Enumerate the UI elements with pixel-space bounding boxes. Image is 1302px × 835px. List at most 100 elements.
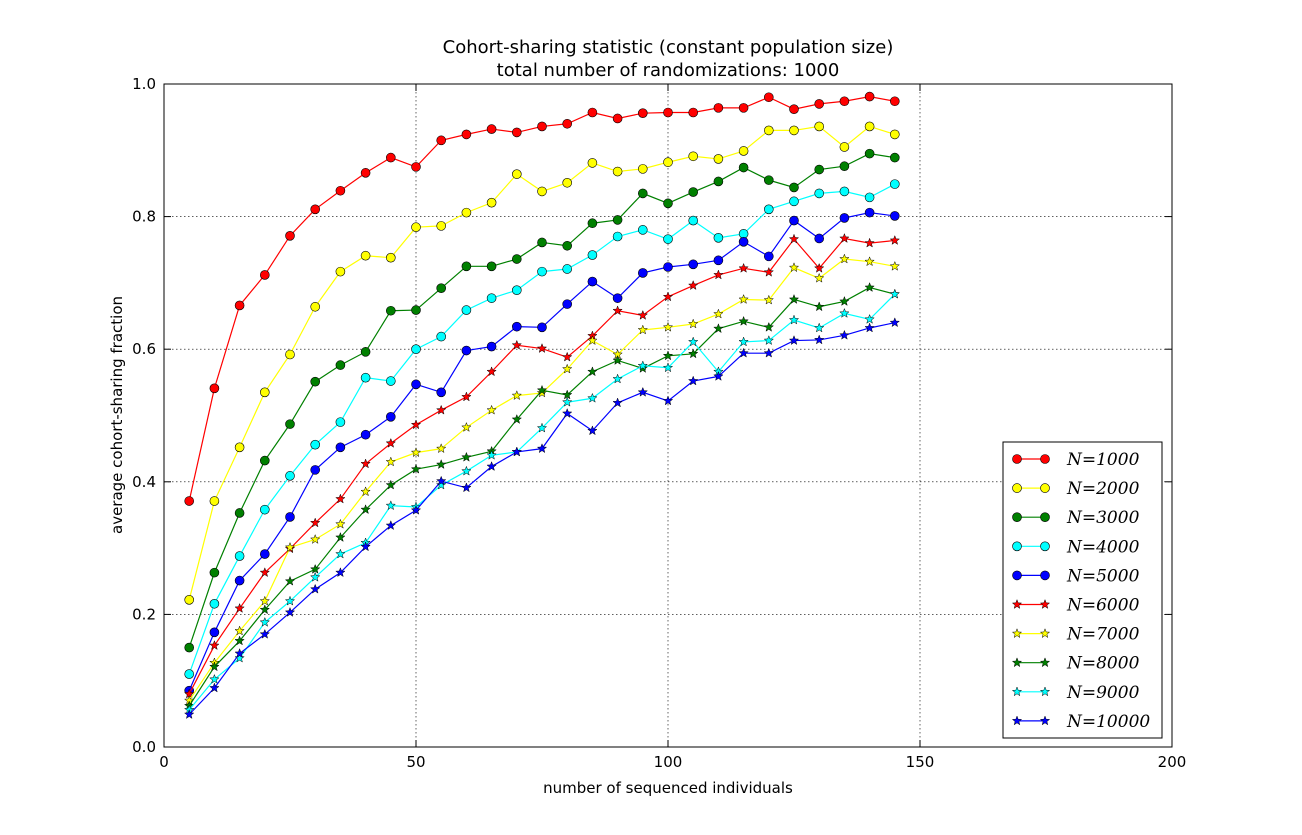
data-point — [637, 309, 649, 320]
x-tick-label: 50 — [406, 753, 425, 771]
data-point — [285, 231, 295, 241]
data-point — [234, 575, 245, 586]
data-point — [839, 307, 850, 318]
data-point — [889, 317, 901, 328]
data-point — [184, 669, 194, 679]
data-point — [561, 407, 573, 418]
data-point — [612, 305, 623, 316]
legend-marker — [1012, 541, 1022, 552]
legend-marker — [1039, 628, 1051, 639]
series-line — [188, 125, 895, 600]
data-point — [814, 188, 825, 199]
data-point — [713, 308, 724, 319]
data-point — [788, 335, 800, 346]
data-point — [410, 504, 422, 515]
data-point — [839, 161, 850, 172]
data-point — [889, 234, 901, 245]
data-point — [360, 504, 371, 515]
data-point — [461, 391, 472, 402]
data-point — [259, 549, 270, 559]
legend-label: N=9000 — [1066, 683, 1140, 703]
data-point — [537, 186, 547, 197]
data-point — [385, 500, 397, 511]
data-point — [813, 322, 825, 333]
series-line — [188, 212, 895, 691]
data-point — [461, 451, 472, 462]
data-point — [889, 96, 900, 107]
data-point — [687, 280, 699, 291]
data-point — [310, 301, 321, 312]
data-point — [738, 146, 749, 156]
y-tick-label: 0.8 — [132, 208, 156, 226]
data-point — [461, 345, 472, 356]
series-line — [188, 95, 895, 502]
series-line — [188, 293, 896, 711]
data-point — [562, 240, 573, 251]
data-point — [511, 321, 522, 332]
data-point — [738, 229, 749, 239]
data-point — [259, 455, 270, 466]
y-tick-label: 0.6 — [132, 340, 156, 358]
data-point — [486, 124, 497, 134]
data-point — [234, 300, 245, 311]
legend-item: N=10000 — [1011, 712, 1150, 732]
data-point — [789, 104, 799, 114]
data-point — [562, 299, 573, 309]
data-point — [360, 250, 371, 261]
data-point — [688, 107, 699, 118]
data-point — [234, 652, 245, 663]
data-point — [688, 151, 699, 162]
legend-label: N=6000 — [1066, 596, 1140, 616]
data-point — [259, 628, 271, 639]
data-point — [889, 288, 901, 299]
chart-subtitle: total number of randomizations: 1000 — [497, 60, 840, 81]
data-point — [209, 673, 220, 684]
data-point — [461, 207, 472, 218]
data-point — [511, 127, 522, 138]
data-point — [385, 520, 397, 531]
legend-marker — [1039, 598, 1051, 609]
data-point — [662, 291, 674, 302]
data-point — [537, 121, 547, 132]
x-tick-label: 150 — [906, 753, 935, 771]
data-point — [536, 343, 548, 354]
data-point — [310, 204, 321, 215]
data-point — [587, 107, 598, 118]
data-point — [360, 541, 371, 552]
data-point — [687, 318, 699, 329]
legend-marker — [1011, 715, 1023, 726]
data-point — [864, 282, 875, 293]
legend-label: N=5000 — [1066, 566, 1140, 586]
series-N-7000 — [183, 253, 901, 706]
data-point — [864, 322, 875, 333]
data-point — [285, 419, 295, 429]
legend-marker — [1012, 512, 1022, 523]
grid-lines — [164, 84, 1172, 747]
data-point — [411, 344, 421, 355]
data-point — [536, 384, 548, 395]
data-point — [234, 442, 245, 453]
legend-marker — [1039, 657, 1051, 668]
legend-item: N=7000 — [1011, 625, 1140, 645]
data-point — [587, 366, 598, 377]
data-point — [713, 370, 724, 381]
data-point — [486, 341, 497, 352]
series-N-6000 — [183, 232, 901, 699]
data-point — [234, 602, 245, 613]
data-point — [587, 425, 598, 436]
data-point — [335, 185, 346, 196]
data-point — [461, 305, 472, 315]
data-point — [663, 262, 673, 272]
data-point — [587, 276, 598, 287]
data-point — [486, 449, 497, 460]
data-point — [486, 261, 497, 272]
y-tick-label: 0.4 — [132, 473, 156, 491]
data-point — [663, 234, 673, 244]
data-point — [587, 218, 598, 229]
data-point — [587, 335, 598, 346]
data-point — [360, 347, 371, 357]
series-N-4000 — [184, 179, 900, 679]
data-point — [839, 232, 850, 243]
data-point — [814, 99, 825, 109]
data-point — [436, 387, 447, 398]
